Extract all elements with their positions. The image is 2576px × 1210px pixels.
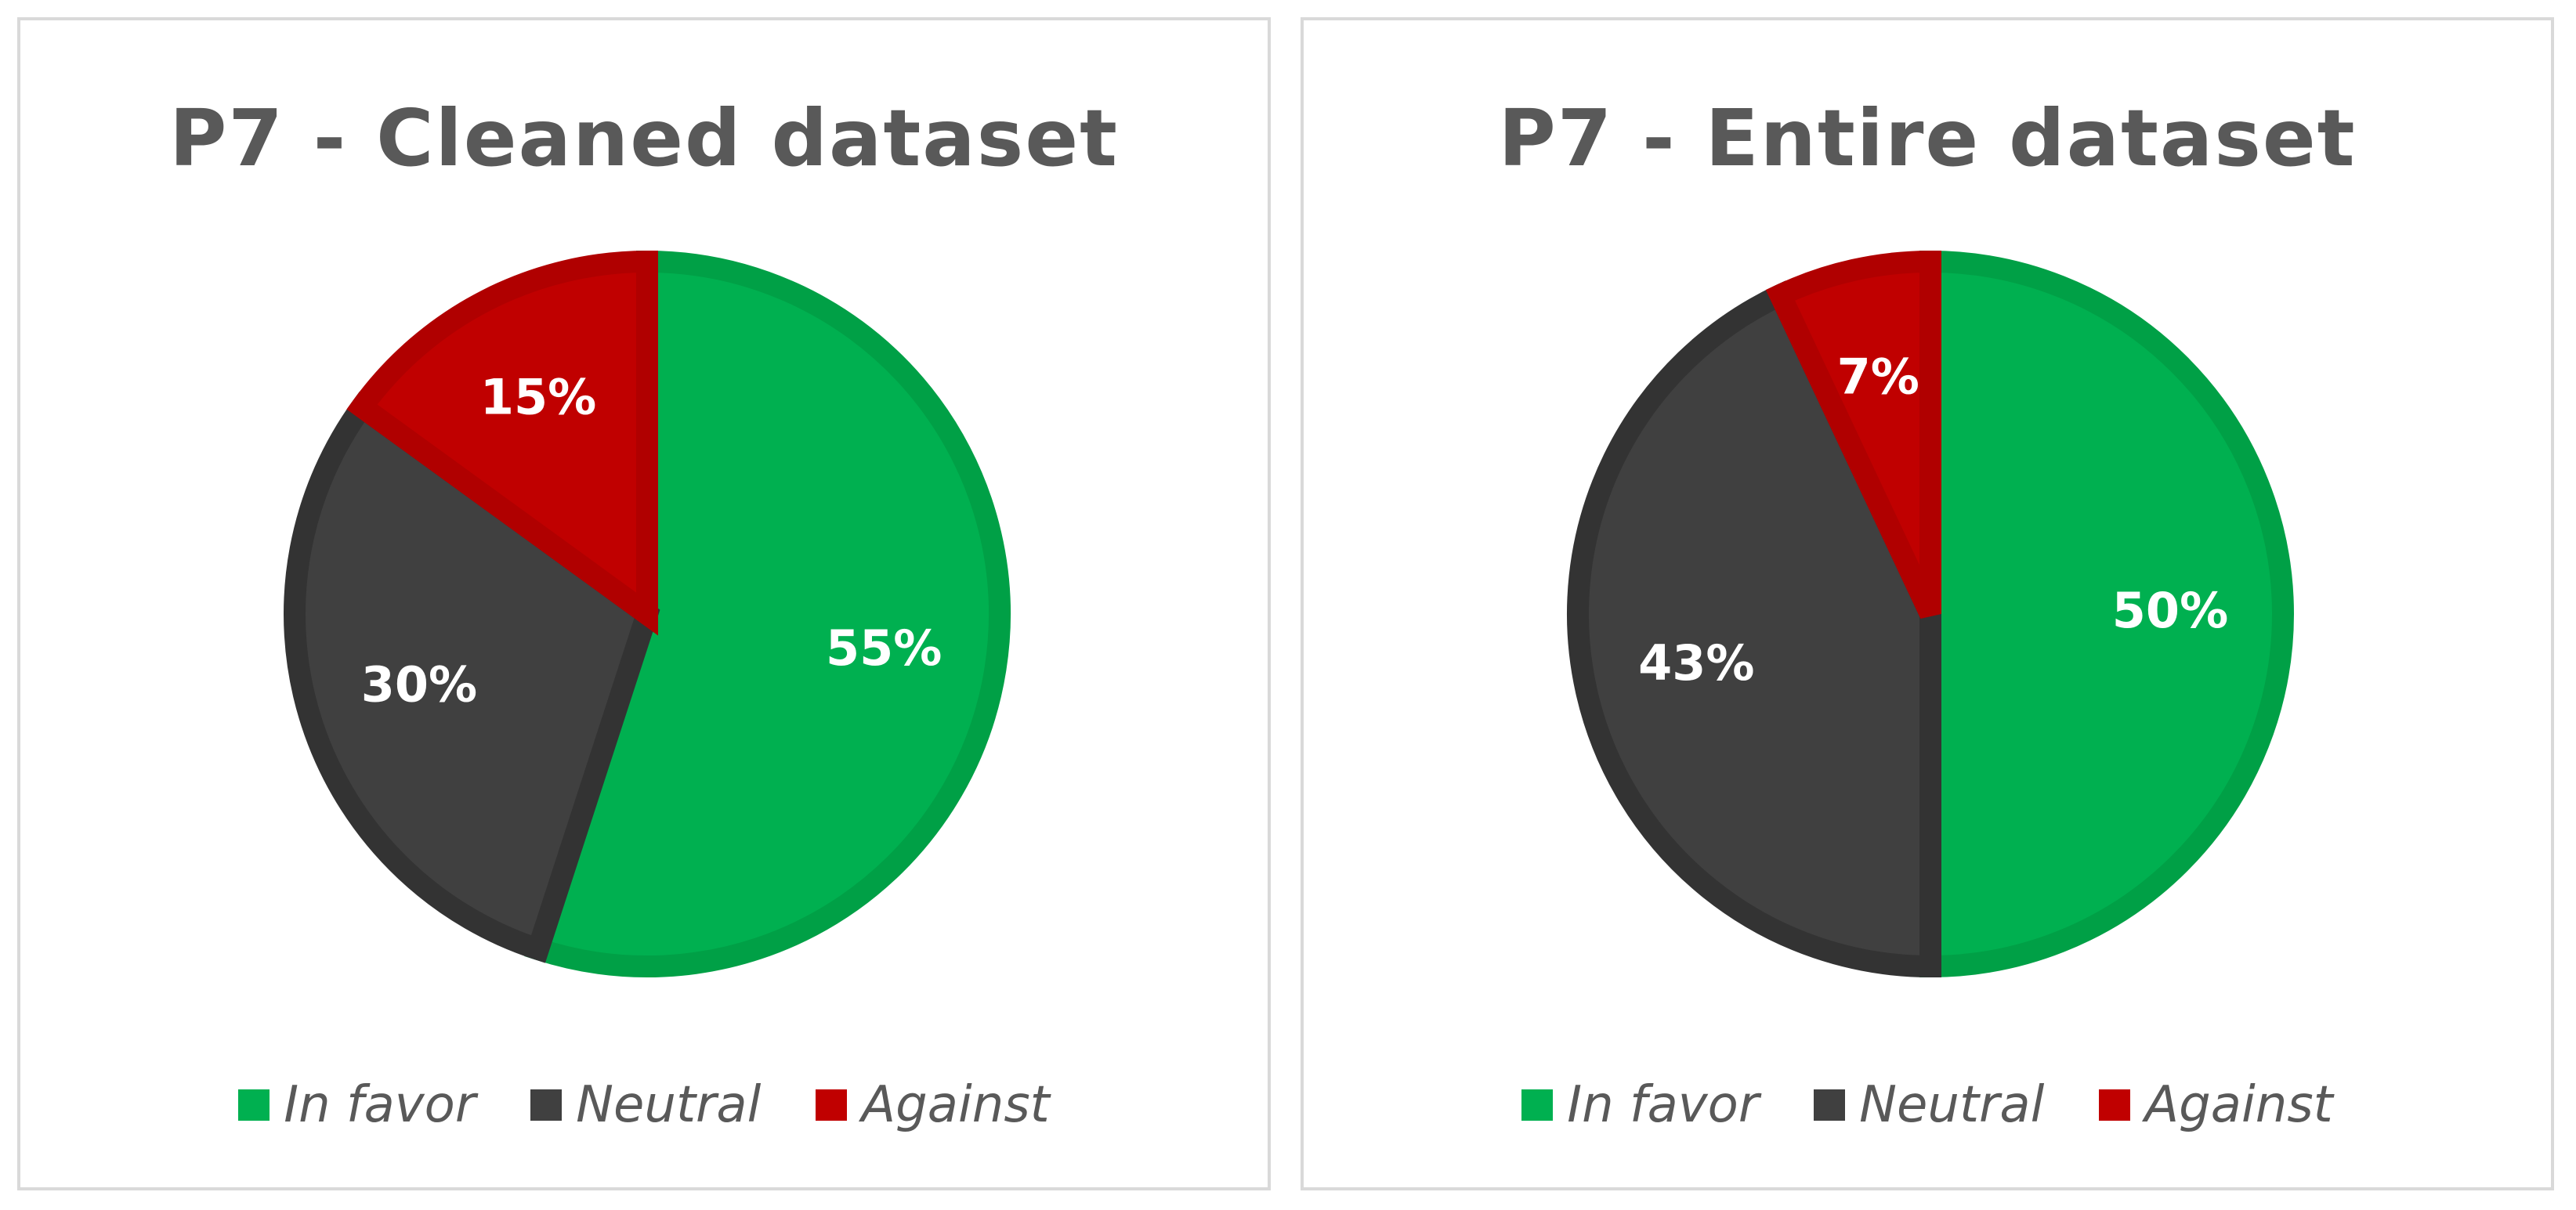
pie-slice-against	[346, 250, 658, 636]
legend-swatch	[1521, 1089, 1554, 1121]
legend-label: Neutral	[1859, 1076, 2045, 1134]
pie-slice-against	[1765, 250, 1941, 619]
data-label-neutral: 30%	[361, 656, 477, 713]
legend-label: Neutral	[576, 1076, 762, 1134]
legend-swatch	[816, 1089, 848, 1121]
pie-slice-neutral	[1567, 280, 1941, 978]
legend-item-against: Against	[816, 1076, 1050, 1134]
legend-swatch	[238, 1089, 270, 1121]
chart-title: P7 - Cleaned dataset	[169, 92, 1119, 184]
legend-label: In favor	[284, 1076, 476, 1134]
data-label-in-favor: 50%	[2112, 582, 2228, 639]
legend-label: In favor	[1567, 1076, 1760, 1134]
legend: In favor Neutral Against	[20, 1070, 1268, 1140]
chart-title: P7 - Entire dataset	[1498, 92, 2357, 184]
pie-slice-neutral	[283, 391, 660, 963]
data-label-neutral: 43%	[1638, 634, 1754, 692]
legend: In favor Neutral Against	[1304, 1070, 2551, 1140]
legend-item-in-favor: In favor	[238, 1076, 476, 1134]
chart-panel-entire: P7 - Entire dataset 50% 43% 7% In favor Ne…	[1301, 17, 2554, 1190]
legend-item-in-favor: In favor	[1521, 1076, 1759, 1134]
legend-item-against: Against	[2099, 1076, 2333, 1134]
legend-swatch	[2099, 1089, 2131, 1121]
data-label-against: 15%	[480, 368, 596, 425]
legend-swatch	[530, 1089, 563, 1121]
pie-chart: 55% 30% 15%	[283, 250, 1011, 977]
legend-item-neutral: Neutral	[1814, 1076, 2044, 1134]
legend-label: Against	[861, 1076, 1050, 1134]
pie-slice-in-favor	[1919, 250, 2294, 978]
legend-item-neutral: Neutral	[530, 1076, 761, 1134]
legend-swatch	[1814, 1089, 1846, 1121]
chart-panel-cleaned: P7 - Cleaned dataset 55% 30% 15% In favor …	[17, 17, 1271, 1190]
legend-label: Against	[2144, 1076, 2333, 1134]
data-label-against: 7%	[1837, 348, 1919, 405]
pie-chart: 50% 43% 7%	[1567, 250, 2294, 978]
data-label-in-favor: 55%	[826, 619, 942, 677]
